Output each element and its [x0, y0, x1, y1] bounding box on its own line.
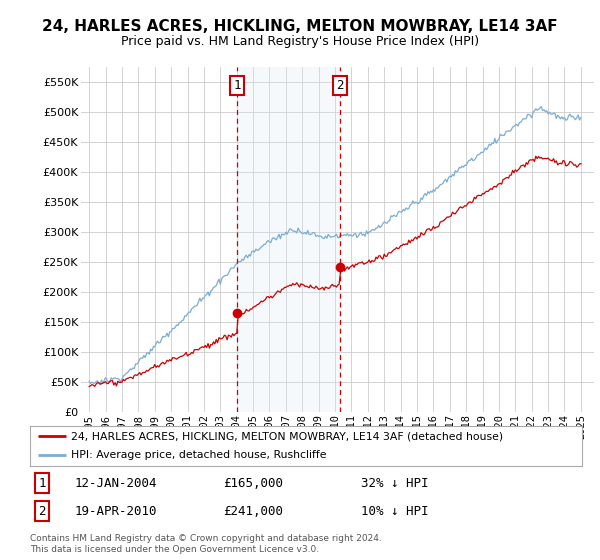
Text: 1: 1: [233, 78, 241, 92]
Bar: [238, 67, 340, 412]
Text: 1: 1: [38, 477, 46, 490]
Text: £241,000: £241,000: [223, 505, 283, 517]
Text: 12-JAN-2004: 12-JAN-2004: [74, 477, 157, 490]
Text: 10% ↓ HPI: 10% ↓ HPI: [361, 505, 428, 517]
Text: 32% ↓ HPI: 32% ↓ HPI: [361, 477, 428, 490]
Text: 19-APR-2010: 19-APR-2010: [74, 505, 157, 517]
Text: Price paid vs. HM Land Registry's House Price Index (HPI): Price paid vs. HM Land Registry's House …: [121, 35, 479, 48]
Text: HPI: Average price, detached house, Rushcliffe: HPI: Average price, detached house, Rush…: [71, 450, 327, 460]
Text: This data is licensed under the Open Government Licence v3.0.: This data is licensed under the Open Gov…: [30, 545, 319, 554]
Text: 24, HARLES ACRES, HICKLING, MELTON MOWBRAY, LE14 3AF: 24, HARLES ACRES, HICKLING, MELTON MOWBR…: [42, 20, 558, 34]
Text: Contains HM Land Registry data © Crown copyright and database right 2024.: Contains HM Land Registry data © Crown c…: [30, 534, 382, 543]
Text: 2: 2: [336, 78, 344, 92]
Text: 2: 2: [38, 505, 46, 517]
Text: 24, HARLES ACRES, HICKLING, MELTON MOWBRAY, LE14 3AF (detached house): 24, HARLES ACRES, HICKLING, MELTON MOWBR…: [71, 432, 503, 441]
Text: £165,000: £165,000: [223, 477, 283, 490]
